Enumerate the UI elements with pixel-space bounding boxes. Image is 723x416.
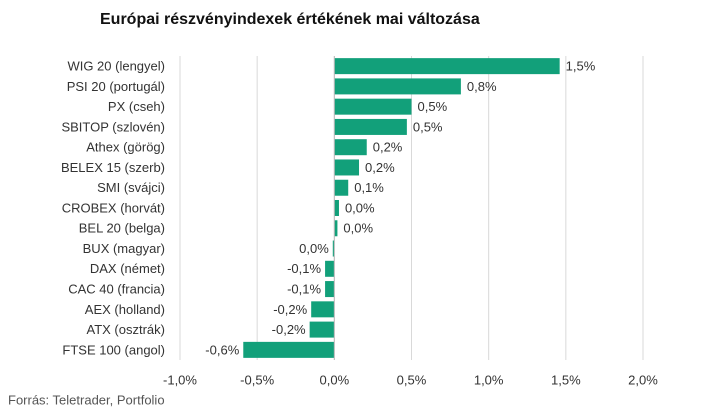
bar [334, 179, 349, 196]
bar [334, 118, 407, 135]
chart-title: Európai részvényindexek értékének mai vá… [100, 11, 480, 28]
value-label: 0,0% [345, 200, 375, 215]
value-label: 0,1% [354, 180, 384, 195]
x-tick-label: -0,5% [240, 372, 274, 387]
category-label: PX (cseh) [108, 99, 165, 114]
bar [243, 341, 335, 358]
value-label: 0,8% [467, 79, 497, 94]
value-label: -0,2% [273, 302, 307, 317]
category-label: AEX (holland) [85, 302, 165, 317]
bar [325, 260, 335, 277]
value-label: 0,0% [299, 241, 329, 256]
source: Forrás: Teletrader, Portfolio [8, 392, 165, 407]
x-tick-label: 0,0% [320, 372, 350, 387]
value-label: 0,5% [413, 119, 443, 134]
value-label: -0,2% [272, 322, 306, 337]
bar [325, 281, 335, 298]
category-label: BELEX 15 (szerb) [61, 160, 165, 175]
bar [334, 220, 338, 237]
bar [334, 159, 360, 176]
value-label: 0,5% [418, 99, 448, 114]
x-tick-label: 1,5% [551, 372, 581, 387]
value-label: -0,1% [287, 282, 321, 297]
category-label: ATX (osztrák) [87, 322, 166, 337]
category-label: BEL 20 (belga) [79, 221, 165, 236]
category-label: DAX (német) [90, 261, 165, 276]
bar [334, 98, 412, 115]
bar [332, 240, 335, 257]
value-label: -0,1% [287, 261, 321, 276]
bar [334, 139, 367, 156]
bar [309, 321, 335, 338]
category-label: SMI (svájci) [97, 180, 165, 195]
category-label: WIG 20 (lengyel) [67, 59, 165, 74]
x-tick-label: 0,5% [397, 372, 427, 387]
category-label: BUX (magyar) [83, 241, 165, 256]
x-tick-label: 2,0% [628, 372, 658, 387]
value-label: 1,5% [566, 59, 596, 74]
category-label: Athex (görög) [86, 140, 165, 155]
category-label: PSI 20 (portugál) [67, 79, 165, 94]
x-tick-label: -1,0% [163, 372, 197, 387]
category-label: CROBEX (horvát) [62, 200, 165, 215]
category-label: FTSE 100 (angol) [62, 342, 165, 357]
bar [334, 200, 339, 216]
value-label: -0,6% [205, 342, 239, 357]
category-label: CAC 40 (francia) [68, 282, 165, 297]
bar [311, 301, 335, 318]
category-label: SBITOP (szlovén) [61, 119, 165, 134]
bar [334, 58, 560, 75]
value-label: 0,0% [343, 221, 373, 236]
bar [334, 78, 461, 95]
value-label: 0,2% [373, 140, 403, 155]
x-tick-label: 1,0% [474, 372, 504, 387]
value-label: 0,2% [365, 160, 395, 175]
